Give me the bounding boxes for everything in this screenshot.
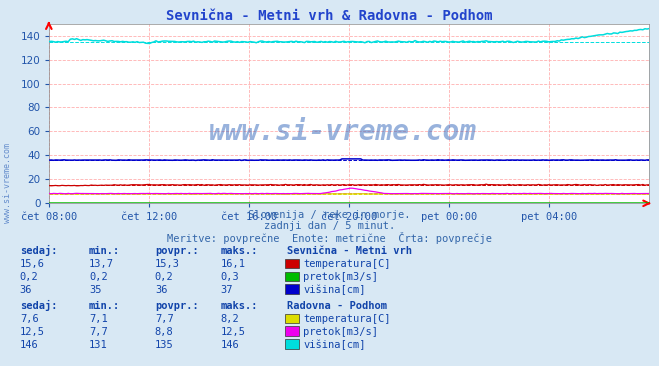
Text: 37: 37 <box>221 285 233 295</box>
Text: 131: 131 <box>89 340 107 350</box>
Text: 8,8: 8,8 <box>155 327 173 337</box>
Text: 36: 36 <box>20 285 32 295</box>
Text: min.:: min.: <box>89 301 120 311</box>
Text: maks.:: maks.: <box>221 246 258 256</box>
Text: višina[cm]: višina[cm] <box>303 284 366 295</box>
Text: 146: 146 <box>20 340 38 350</box>
Text: 7,7: 7,7 <box>89 327 107 337</box>
Text: višina[cm]: višina[cm] <box>303 339 366 350</box>
Text: sedaj:: sedaj: <box>20 300 57 311</box>
Text: min.:: min.: <box>89 246 120 256</box>
Text: 13,7: 13,7 <box>89 259 114 269</box>
Text: 16,1: 16,1 <box>221 259 246 269</box>
Text: 0,2: 0,2 <box>20 272 38 282</box>
Text: 36: 36 <box>155 285 167 295</box>
Text: 7,6: 7,6 <box>20 314 38 324</box>
Text: 0,2: 0,2 <box>155 272 173 282</box>
Text: povpr.:: povpr.: <box>155 246 198 256</box>
Text: Slovenija / reke in morje.: Slovenija / reke in morje. <box>248 210 411 220</box>
Text: 7,1: 7,1 <box>89 314 107 324</box>
Text: 8,2: 8,2 <box>221 314 239 324</box>
Text: sedaj:: sedaj: <box>20 245 57 256</box>
Text: Radovna - Podhom: Radovna - Podhom <box>287 301 387 311</box>
Text: 146: 146 <box>221 340 239 350</box>
Text: 12,5: 12,5 <box>221 327 246 337</box>
Text: maks.:: maks.: <box>221 301 258 311</box>
Text: povpr.:: povpr.: <box>155 301 198 311</box>
Text: Sevnična - Metni vrh & Radovna - Podhom: Sevnična - Metni vrh & Radovna - Podhom <box>166 9 493 23</box>
Text: pretok[m3/s]: pretok[m3/s] <box>303 327 378 337</box>
Text: Sevnična - Metni vrh: Sevnična - Metni vrh <box>287 246 412 256</box>
Text: 35: 35 <box>89 285 101 295</box>
Text: pretok[m3/s]: pretok[m3/s] <box>303 272 378 282</box>
Text: 12,5: 12,5 <box>20 327 45 337</box>
Text: 0,2: 0,2 <box>89 272 107 282</box>
Text: www.si-vreme.com: www.si-vreme.com <box>3 143 13 223</box>
Text: 0,3: 0,3 <box>221 272 239 282</box>
Text: temperatura[C]: temperatura[C] <box>303 259 391 269</box>
Text: 135: 135 <box>155 340 173 350</box>
Text: Meritve: povprečne  Enote: metrične  Črta: povprečje: Meritve: povprečne Enote: metrične Črta:… <box>167 232 492 244</box>
Text: temperatura[C]: temperatura[C] <box>303 314 391 324</box>
Text: 7,7: 7,7 <box>155 314 173 324</box>
Text: 15,3: 15,3 <box>155 259 180 269</box>
Text: www.si-vreme.com: www.si-vreme.com <box>209 118 476 146</box>
Text: zadnji dan / 5 minut.: zadnji dan / 5 minut. <box>264 221 395 231</box>
Text: 15,6: 15,6 <box>20 259 45 269</box>
